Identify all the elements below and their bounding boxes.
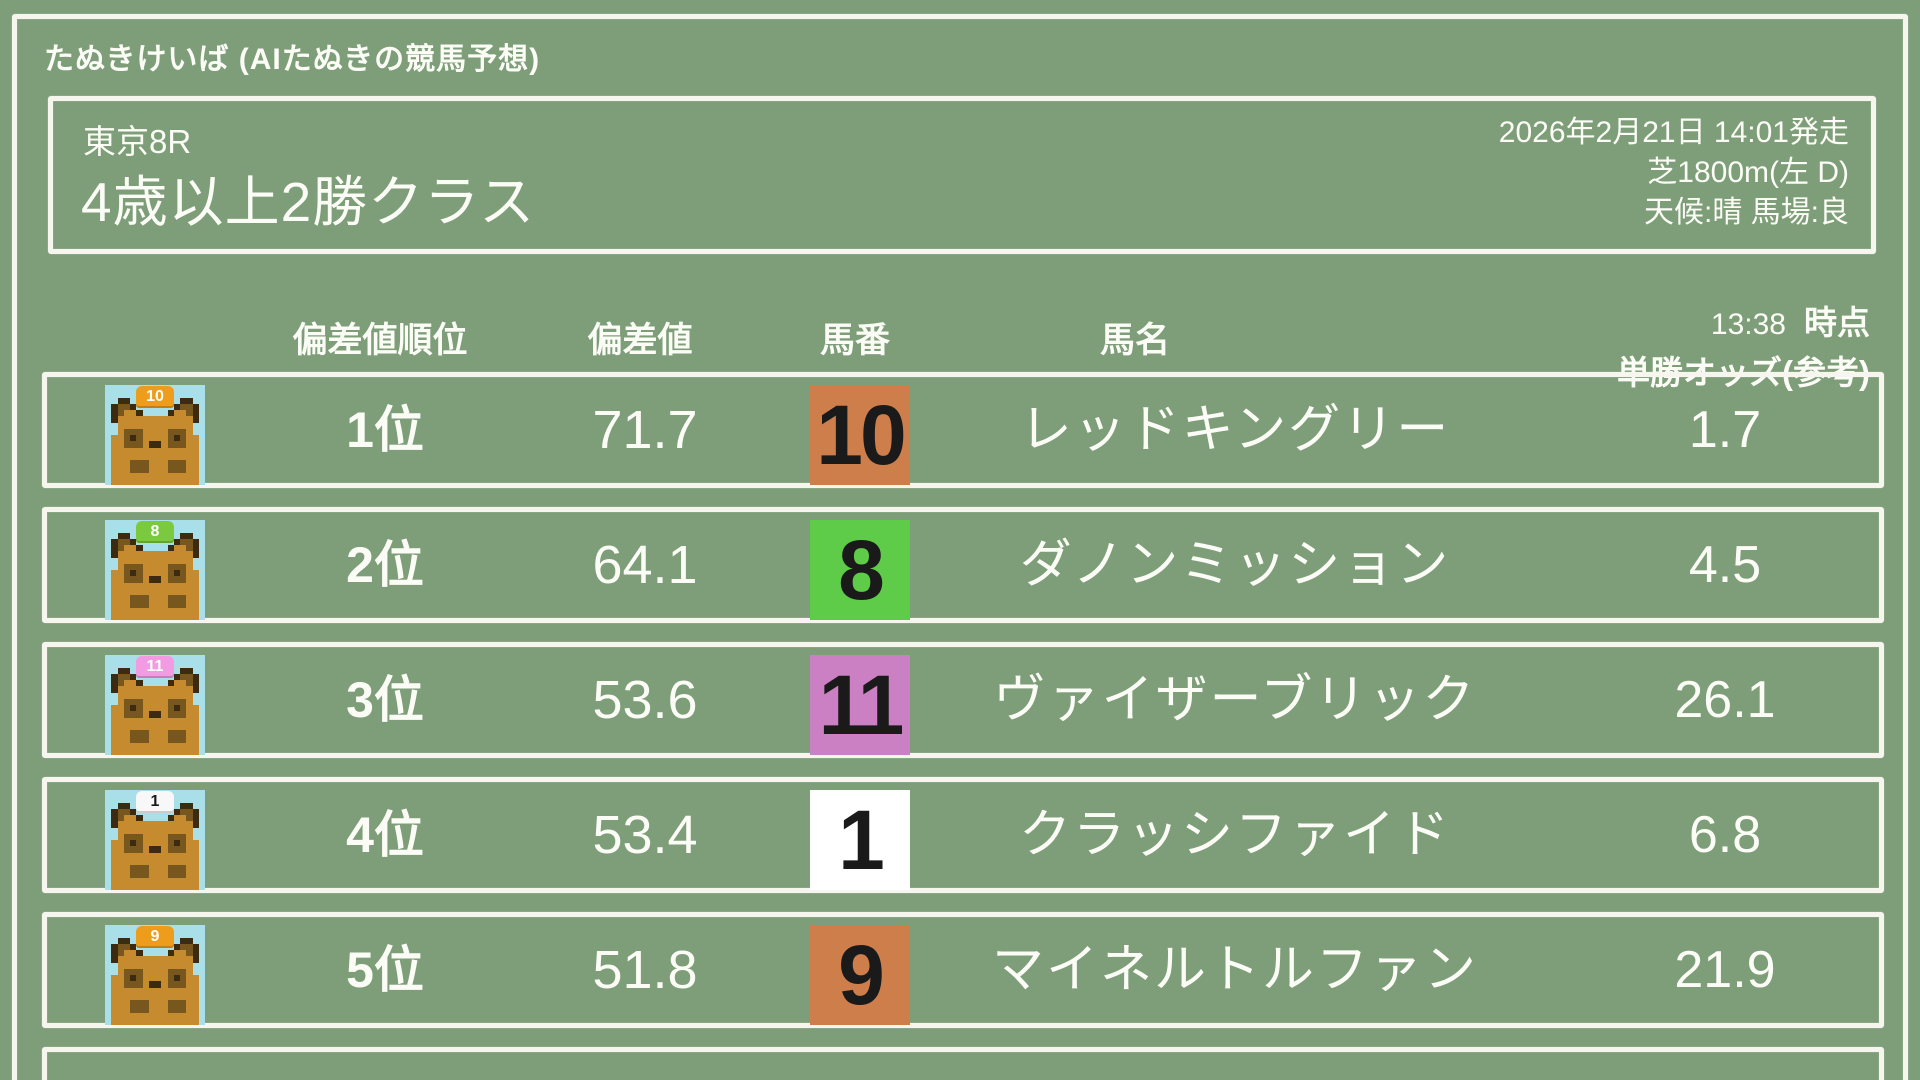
jockey-cap-icon: 11 xyxy=(136,656,174,678)
win-odds: 26.1 xyxy=(1674,671,1776,729)
column-header-score: 偏差値 xyxy=(587,321,693,360)
deviation-score: 64.1 xyxy=(592,535,698,595)
win-odds: 1.7 xyxy=(1688,401,1762,459)
table-row: 9 5位 51.8 9 マイネルトルファン 21.9 xyxy=(42,912,1884,1028)
jockey-cap-icon: 1 xyxy=(136,791,174,813)
horse-number-badge: 10 xyxy=(810,385,910,485)
race-start-time: 2026年2月21日 14:01発走 xyxy=(1498,116,1849,149)
table-row-partial xyxy=(42,1047,1884,1080)
table-row: 10 1位 71.7 10 レッドキングリー 1.7 xyxy=(42,372,1884,488)
deviation-score: 53.6 xyxy=(592,670,698,730)
tanuki-pixel-art xyxy=(105,790,205,890)
win-odds: 6.8 xyxy=(1688,806,1762,864)
tanuki-pixel-art xyxy=(105,655,205,755)
rank-value: 1位 xyxy=(346,402,424,458)
rank-value: 5位 xyxy=(346,942,424,998)
table-row: 8 2位 64.1 8 ダノンミッション 4.5 xyxy=(42,507,1884,623)
horse-name: ダノンミッション xyxy=(1019,536,1451,594)
odds-timestamp-suffix: 時点 xyxy=(1804,304,1870,341)
rank-value: 4位 xyxy=(346,807,424,863)
tanuki-avatar: 9 xyxy=(105,925,205,1025)
win-odds: 21.9 xyxy=(1674,941,1776,999)
horse-number-badge: 11 xyxy=(810,655,910,755)
tanuki-pixel-art xyxy=(105,385,205,485)
race-track: 芝1800m(左 D) xyxy=(1647,156,1849,189)
horse-name: クラッシファイド xyxy=(1018,806,1451,864)
tanuki-avatar: 10 xyxy=(105,385,205,485)
tanuki-avatar: 11 xyxy=(105,655,205,755)
outer-frame xyxy=(12,14,1908,1080)
horse-number-badge: 9 xyxy=(810,925,910,1025)
race-conditions: 天候:晴 馬場:良 xyxy=(1643,196,1849,229)
odds-timestamp: 13:38 xyxy=(1710,308,1786,341)
jockey-cap-icon: 8 xyxy=(136,521,174,543)
tanuki-pixel-art xyxy=(105,925,205,1025)
table-row: 1 4位 53.4 1 クラッシファイド 6.8 xyxy=(42,777,1884,893)
tanuki-avatar: 1 xyxy=(105,790,205,890)
table-row: 11 3位 53.6 11 ヴァイザーブリック 26.1 xyxy=(42,642,1884,758)
column-header-number: 馬番 xyxy=(819,321,890,360)
deviation-score: 53.4 xyxy=(592,805,698,865)
tanuki-avatar: 8 xyxy=(105,520,205,620)
race-class-title: 4歳以上2勝クラス xyxy=(81,171,536,233)
horse-name: レッドキングリー xyxy=(1019,401,1451,459)
horse-name: マイネルトルファン xyxy=(991,941,1478,999)
site-title: たぬきけいば (AIたぬきの競馬予想) xyxy=(44,43,541,76)
race-info-box: 東京8R 4歳以上2勝クラス 2026年2月21日 14:01発走 芝1800m… xyxy=(48,96,1876,254)
horse-number-badge: 8 xyxy=(810,520,910,620)
horse-name: ヴァイザーブリック xyxy=(993,671,1477,729)
rank-value: 2位 xyxy=(346,537,424,593)
rank-value: 3位 xyxy=(346,672,424,728)
column-header-rank: 偏差値順位 xyxy=(292,321,468,360)
race-course: 東京8R xyxy=(83,123,192,160)
win-odds: 4.5 xyxy=(1688,536,1762,594)
jockey-cap-icon: 9 xyxy=(136,926,174,948)
column-header-name: 馬名 xyxy=(1099,321,1170,360)
jockey-cap-icon: 10 xyxy=(136,386,174,408)
horse-number-badge: 1 xyxy=(810,790,910,890)
race-meta: 2026年2月21日 14:01発走 芝1800m(左 D) 天候:晴 馬場:良 xyxy=(1499,113,1849,233)
deviation-score: 71.7 xyxy=(592,400,698,460)
tanuki-pixel-art xyxy=(105,520,205,620)
deviation-score: 51.8 xyxy=(592,940,698,1000)
